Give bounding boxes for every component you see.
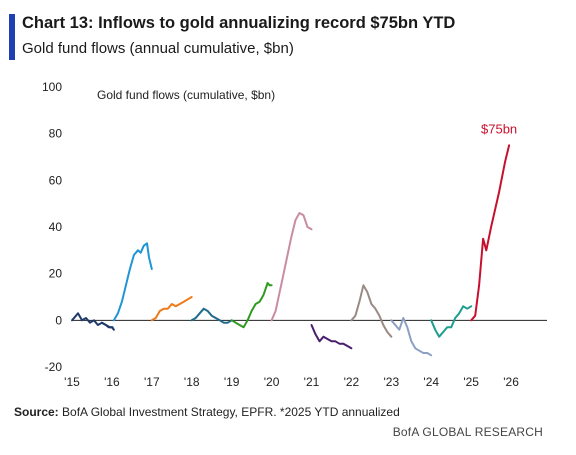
x-tick-label: '19	[224, 375, 240, 389]
source-text: BofA Global Investment Strategy, EPFR. *…	[58, 405, 400, 419]
series-line	[270, 212, 313, 322]
series-line	[112, 242, 153, 322]
x-tick-label: '22	[344, 375, 360, 389]
y-tick-label: 100	[42, 80, 62, 94]
y-axis-ticks: -20 0 20 40 60 80 100	[42, 80, 62, 374]
series-line	[190, 307, 233, 324]
series-line	[390, 317, 433, 357]
x-tick-label: '18	[184, 375, 200, 389]
brand-footer: BofA GLOBAL RESEARCH	[392, 425, 543, 439]
y-tick-label: 0	[55, 313, 62, 327]
x-tick-label: '21	[304, 375, 320, 389]
y-tick-label: 80	[49, 127, 63, 141]
series-line	[230, 282, 273, 329]
y-tick-label: 40	[49, 220, 63, 234]
series-line	[430, 305, 473, 338]
series-line	[470, 144, 511, 322]
x-tick-label: '25	[463, 375, 479, 389]
series-layer	[71, 144, 511, 357]
x-tick-label: '26	[503, 375, 519, 389]
y-tick-label: -20	[45, 360, 63, 374]
x-tick-label: '20	[264, 375, 280, 389]
series-line	[350, 284, 393, 338]
title-accent-bar	[9, 14, 15, 60]
x-tick-label: '16	[104, 375, 120, 389]
chart-subtitle: Gold fund flows (annual cumulative, $bn)	[22, 40, 294, 57]
source-label: Source:	[14, 405, 59, 419]
x-axis-ticks: '15 '16 '17 '18 '19 '20 '21 '22 '23 '24 '25 '26	[64, 375, 519, 389]
source-note: Source: BofA Global Investment Strategy,…	[14, 405, 400, 419]
y-tick-label: 60	[49, 173, 63, 187]
x-tick-label: '17	[144, 375, 160, 389]
series-line	[100, 321, 115, 331]
y-tick-label: 20	[49, 267, 63, 281]
series-line	[150, 296, 193, 322]
x-tick-label: '24	[423, 375, 439, 389]
x-tick-label: '23	[384, 375, 400, 389]
annotation-75bn: $75bn	[481, 121, 517, 136]
inner-chart-label: Gold fund flows (cumulative, $bn)	[97, 88, 275, 102]
series-line	[310, 324, 353, 350]
x-tick-label: '15	[64, 375, 80, 389]
chart-title: Chart 13: Inflows to gold annualizing re…	[22, 14, 456, 32]
